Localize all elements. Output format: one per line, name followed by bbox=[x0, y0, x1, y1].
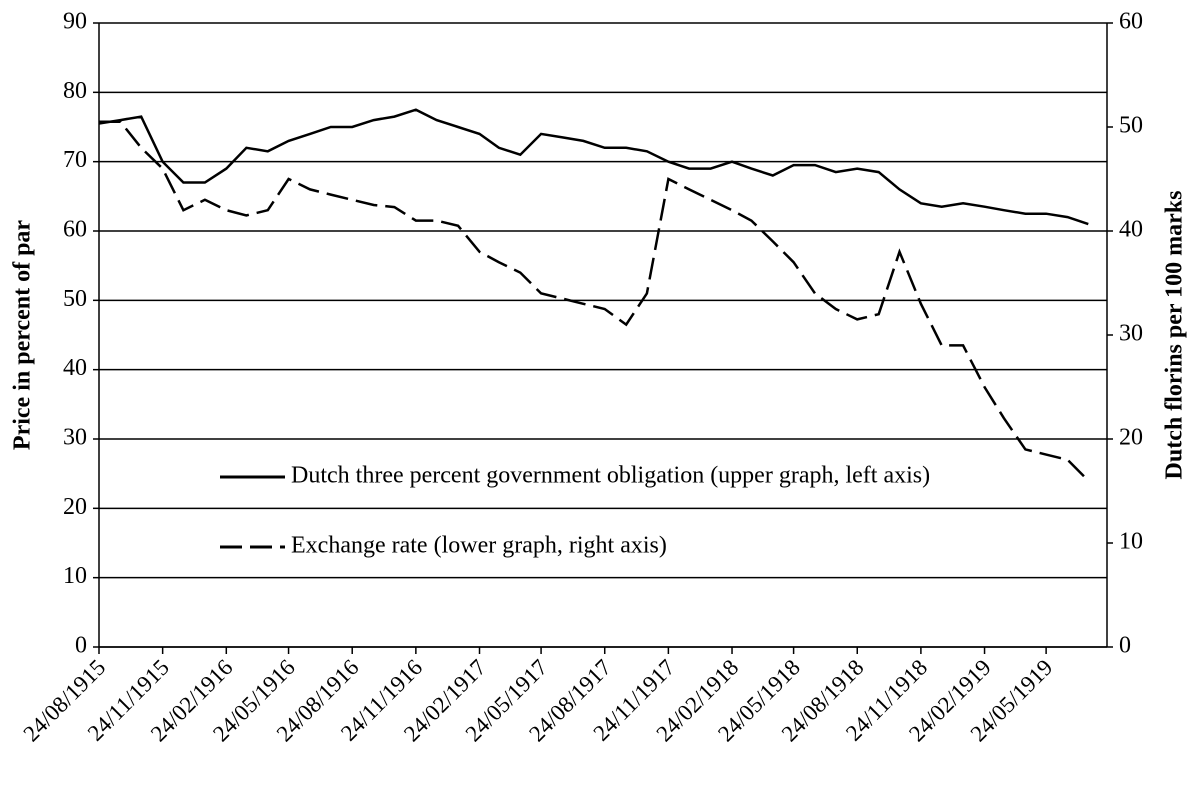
y-tick-label: 70 bbox=[63, 147, 87, 173]
y2-tick-label: 40 bbox=[1119, 217, 1143, 243]
y-tick-label: 50 bbox=[63, 286, 87, 312]
legend-label: Dutch three percent government obligatio… bbox=[291, 463, 930, 489]
y-tick-label: 80 bbox=[63, 78, 87, 104]
series-line bbox=[99, 120, 1090, 482]
y2-tick-label: 20 bbox=[1119, 425, 1143, 451]
y-tick-label: 20 bbox=[63, 494, 87, 520]
y2-tick-label: 60 bbox=[1119, 9, 1143, 35]
y2-axis-title: Dutch florins per 100 marks bbox=[1162, 191, 1188, 480]
y-axis-title: Price in percent of par bbox=[10, 220, 36, 451]
y2-tick-label: 0 bbox=[1119, 633, 1131, 659]
y2-tick-label: 10 bbox=[1119, 529, 1143, 555]
y2-tick-label: 50 bbox=[1119, 113, 1143, 139]
series-line bbox=[98, 108, 1089, 226]
y-tick-label: 60 bbox=[63, 217, 87, 243]
y-tick-label: 30 bbox=[63, 425, 87, 451]
legend-label: Exchange rate (lower graph, right axis) bbox=[291, 533, 667, 559]
y-tick-label: 0 bbox=[75, 633, 87, 659]
y-tick-label: 90 bbox=[63, 9, 87, 35]
y-tick-label: 40 bbox=[63, 355, 87, 381]
y2-tick-label: 30 bbox=[1119, 321, 1143, 347]
y-tick-label: 10 bbox=[63, 563, 87, 589]
